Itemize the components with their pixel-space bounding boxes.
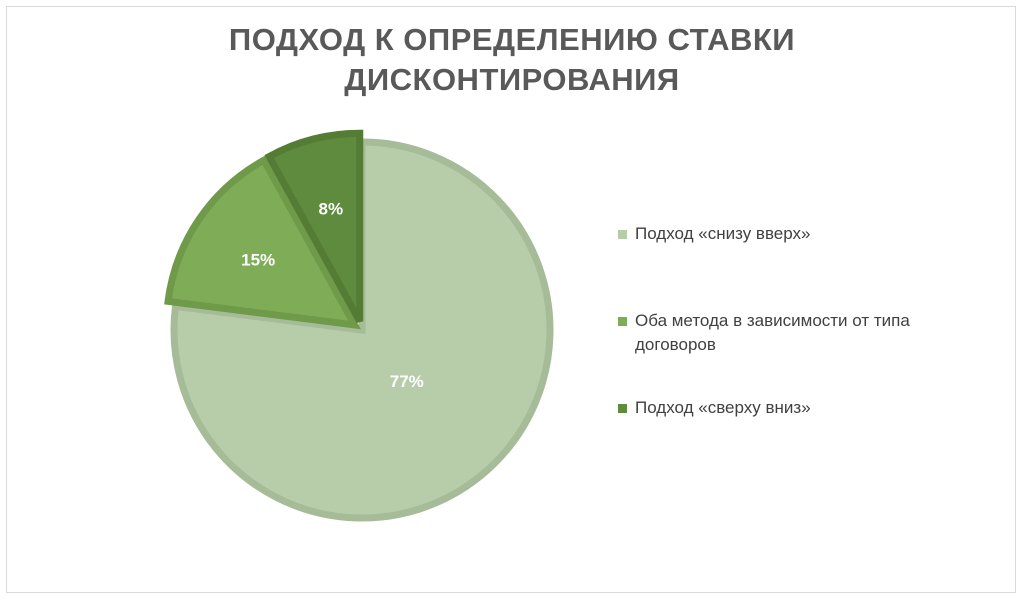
pie-slice-both-methods bbox=[164, 155, 361, 330]
data-label-bottom-up: 77% bbox=[390, 372, 424, 391]
legend-swatch-bottom-up bbox=[618, 230, 627, 239]
pie-slice-top-down bbox=[264, 129, 364, 323]
legend-item-top-down: Подход «сверху вниз» bbox=[618, 396, 965, 420]
legend-item-bottom-up: Подход «снизу вверх» bbox=[618, 222, 965, 246]
chart-title-line-2: ДИСКОНТИРОВАНИЯ bbox=[344, 62, 680, 97]
legend-label-top-down: Подход «сверху вниз» bbox=[635, 398, 811, 417]
chart-title-line-1: ПОДХОД К ОПРЕДЕЛЕНИЮ СТАВКИ bbox=[228, 22, 796, 57]
pie-slice-bottom-up bbox=[170, 138, 554, 522]
data-label-top-down: 8% bbox=[318, 199, 343, 218]
legend-swatch-top-down bbox=[618, 404, 627, 413]
chart-title: ПОДХОД К ОПРЕДЕЛЕНИЮ СТАВКИ ДИСКОНТИРОВА… bbox=[0, 20, 1024, 100]
legend-label-bottom-up: Подход «снизу вверх» bbox=[635, 224, 811, 243]
legend-label-both-methods: Оба метода в зависимости от типа договор… bbox=[635, 311, 910, 354]
legend-swatch-both-methods bbox=[618, 317, 627, 326]
data-label-both-methods: 15% bbox=[241, 250, 275, 269]
legend-item-both-methods: Оба метода в зависимости от типа договор… bbox=[618, 309, 975, 357]
